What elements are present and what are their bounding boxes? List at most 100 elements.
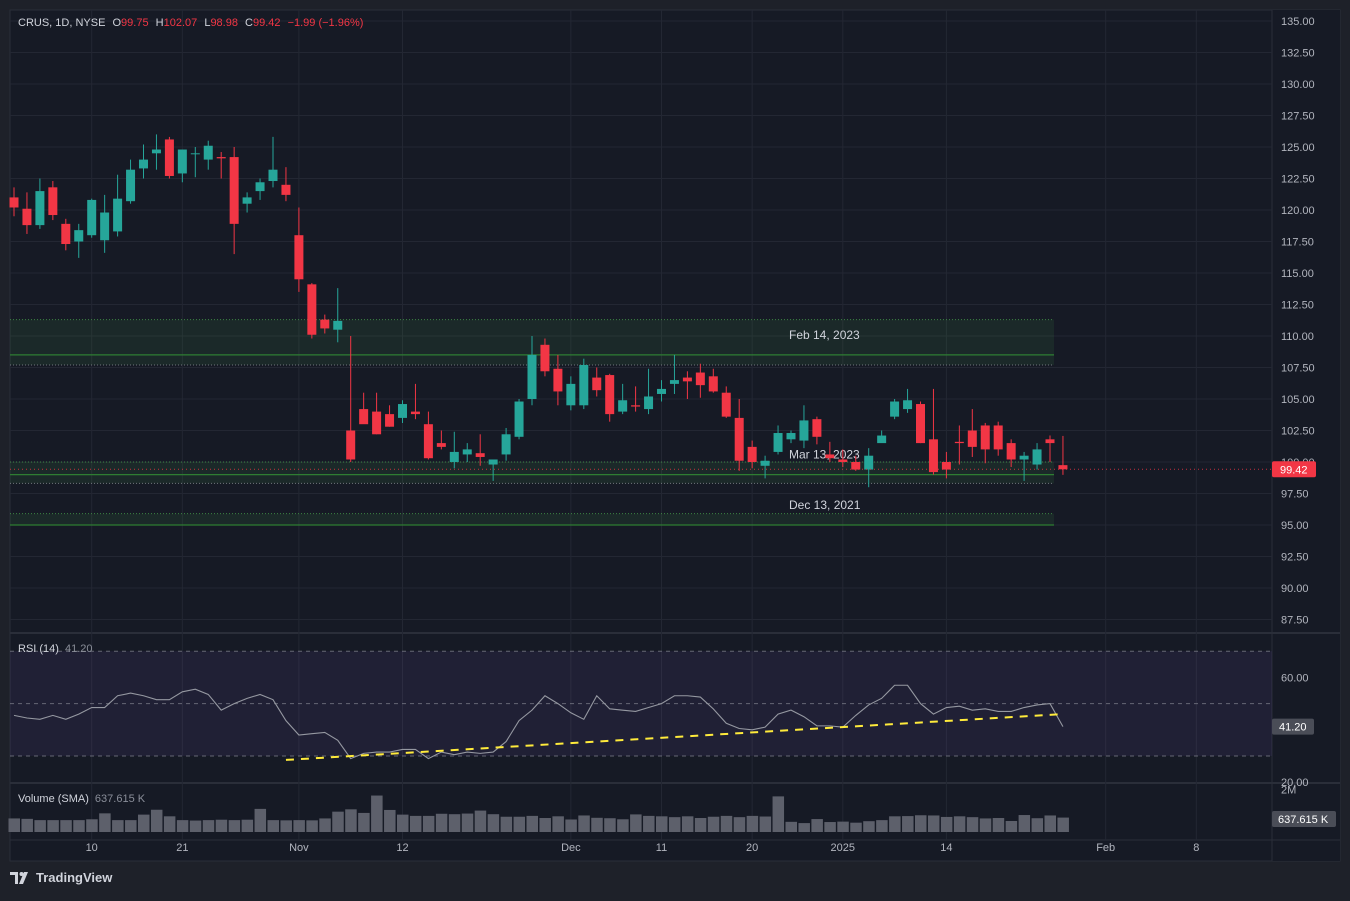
candle-body[interactable] bbox=[333, 320, 343, 330]
volume-bar[interactable] bbox=[384, 809, 396, 832]
candle-body[interactable] bbox=[320, 319, 330, 329]
volume-bar[interactable] bbox=[8, 818, 21, 832]
candle-body[interactable] bbox=[242, 197, 252, 204]
candle-body[interactable] bbox=[592, 377, 602, 391]
volume-bar[interactable] bbox=[863, 821, 875, 832]
candle-body[interactable] bbox=[747, 446, 757, 462]
candle-body[interactable] bbox=[294, 235, 304, 280]
volume-legend[interactable]: Volume (SMA) 637.615 K bbox=[18, 793, 145, 805]
candle-body[interactable] bbox=[682, 377, 692, 382]
volume-bar[interactable] bbox=[617, 819, 629, 832]
volume-bar[interactable] bbox=[138, 814, 150, 832]
volume-bar[interactable] bbox=[604, 818, 616, 832]
volume-bar[interactable] bbox=[345, 809, 357, 832]
candle-body[interactable] bbox=[462, 449, 472, 455]
volume-bar[interactable] bbox=[409, 815, 422, 832]
volume-bar[interactable] bbox=[772, 796, 785, 832]
volume-bar[interactable] bbox=[668, 817, 681, 832]
candle-body[interactable] bbox=[449, 451, 459, 462]
volume-bar[interactable] bbox=[837, 821, 849, 832]
volume-bar[interactable] bbox=[397, 814, 409, 832]
volume-bar[interactable] bbox=[125, 820, 137, 832]
volume-bar[interactable] bbox=[1044, 815, 1057, 832]
volume-bar[interactable] bbox=[189, 820, 202, 832]
candle-body[interactable] bbox=[372, 411, 382, 435]
candle-body[interactable] bbox=[916, 404, 925, 444]
volume-bar[interactable] bbox=[565, 819, 577, 832]
volume-bar[interactable] bbox=[526, 815, 539, 832]
candle-body[interactable] bbox=[87, 199, 97, 236]
volume-bar[interactable] bbox=[293, 820, 305, 832]
candle-body[interactable] bbox=[1058, 465, 1068, 470]
volume-bar[interactable] bbox=[630, 814, 642, 832]
volume-bar[interactable] bbox=[927, 815, 940, 832]
volume-bar[interactable] bbox=[60, 820, 72, 832]
candle-body[interactable] bbox=[941, 462, 951, 470]
candle-body[interactable] bbox=[566, 383, 576, 406]
volume-bar[interactable] bbox=[86, 819, 98, 832]
candle-body[interactable] bbox=[346, 430, 356, 460]
volume-bar[interactable] bbox=[694, 818, 707, 832]
candle-body[interactable] bbox=[113, 198, 123, 232]
candle-body[interactable] bbox=[1019, 455, 1029, 460]
candle-body[interactable] bbox=[61, 223, 71, 245]
volume-bar[interactable] bbox=[811, 819, 823, 832]
volume-bar[interactable] bbox=[21, 818, 33, 832]
candle-body[interactable] bbox=[410, 411, 420, 415]
symbol-legend[interactable]: CRUS, 1D, NYSE O99.75 H102.07 L98.98 C99… bbox=[18, 17, 363, 29]
candle-body[interactable] bbox=[488, 459, 498, 465]
volume-bar[interactable] bbox=[552, 816, 564, 832]
volume-bar[interactable] bbox=[47, 820, 59, 832]
volume-bar[interactable] bbox=[824, 822, 836, 832]
candle-body[interactable] bbox=[1032, 449, 1042, 465]
volume-bar[interactable] bbox=[487, 814, 500, 832]
candle-body[interactable] bbox=[151, 149, 161, 154]
volume-bar[interactable] bbox=[228, 820, 241, 832]
candle-body[interactable] bbox=[216, 157, 226, 159]
volume-bar[interactable] bbox=[979, 818, 992, 832]
candle-body[interactable] bbox=[398, 404, 407, 418]
candle-body[interactable] bbox=[695, 372, 705, 386]
volume-bar[interactable] bbox=[785, 821, 798, 832]
candle-body[interactable] bbox=[74, 230, 84, 242]
volume-bar[interactable] bbox=[1031, 818, 1044, 832]
candle-body[interactable] bbox=[385, 414, 395, 427]
candle-body[interactable] bbox=[527, 354, 537, 399]
candle-body[interactable] bbox=[980, 425, 990, 450]
candle-body[interactable] bbox=[734, 417, 744, 461]
volume-bar[interactable] bbox=[112, 820, 124, 832]
volume-bar[interactable] bbox=[202, 820, 215, 832]
volume-bar[interactable] bbox=[448, 814, 461, 832]
volume-bar[interactable] bbox=[267, 820, 280, 832]
candle-body[interactable] bbox=[423, 424, 433, 459]
volume-bar[interactable] bbox=[915, 815, 927, 832]
volume-bar[interactable] bbox=[371, 795, 383, 832]
volume-bar[interactable] bbox=[176, 820, 189, 832]
candle-body[interactable] bbox=[48, 187, 58, 216]
tradingview-logo[interactable]: TradingView bbox=[10, 870, 112, 885]
candle-body[interactable] bbox=[864, 455, 874, 470]
volume-bar[interactable] bbox=[500, 816, 513, 832]
candle-body[interactable] bbox=[164, 139, 174, 176]
candle-body[interactable] bbox=[514, 401, 524, 437]
volume-bar[interactable] bbox=[681, 816, 694, 832]
volume-bar[interactable] bbox=[358, 812, 370, 832]
volume-bar[interactable] bbox=[759, 816, 772, 832]
candle-body[interactable] bbox=[190, 153, 200, 155]
volume-bar[interactable] bbox=[902, 816, 914, 832]
candle-body[interactable] bbox=[22, 208, 32, 226]
candle-body[interactable] bbox=[126, 169, 136, 202]
volume-bar[interactable] bbox=[656, 816, 668, 832]
volume-bar[interactable] bbox=[280, 820, 292, 832]
candle-body[interactable] bbox=[139, 159, 148, 169]
volume-bar[interactable] bbox=[34, 820, 46, 832]
volume-bar[interactable] bbox=[461, 813, 474, 832]
candle-body[interactable] bbox=[475, 453, 485, 457]
volume-bar[interactable] bbox=[422, 815, 435, 832]
candle-body[interactable] bbox=[657, 388, 666, 394]
candle-body[interactable] bbox=[177, 149, 187, 174]
candle-body[interactable] bbox=[708, 376, 718, 392]
candle-body[interactable] bbox=[877, 435, 887, 444]
